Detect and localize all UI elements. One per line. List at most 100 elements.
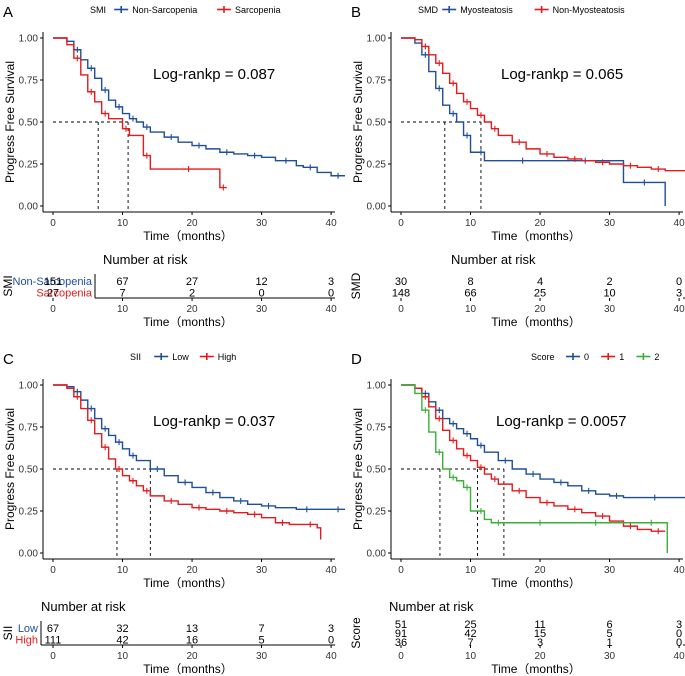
panel-b: B SMD Myosteatosis Non-Myosteatosis 0.00 0.25… (349, 4, 685, 329)
survival-curve-1 (401, 37, 685, 172)
risk-value: 51 (395, 619, 407, 631)
risk-y-label: SII (1, 626, 15, 641)
y-tick-label: 0.75 (19, 423, 39, 434)
legend: SMI Non-Sarcopenia Sarcopenia (90, 5, 281, 15)
risk-row-label: Non-Sarcopenia (13, 276, 93, 288)
risk-value: 4 (537, 276, 543, 288)
x-tick-label: 40 (326, 218, 338, 229)
risk-x-tick-label: 40 (326, 651, 338, 662)
panel-d: D Score 0 1 20.000.250.500.751.000 10 20 30 40Ti… (349, 351, 685, 676)
x-tick-label: 40 (674, 565, 685, 576)
risk-x-tick-label: 20 (186, 651, 198, 662)
legend-entry-1: Sarcopenia (235, 5, 281, 15)
risk-x-tick-label: 10 (117, 651, 129, 662)
risk-value: 91 (395, 628, 407, 640)
legend: SMD Myosteatosis Non-Myosteatosis (418, 5, 625, 15)
panel-label: B (351, 4, 361, 21)
panel-label: D (351, 351, 362, 368)
x-tick-label: 10 (465, 218, 477, 229)
risk-y-label: SMI (1, 275, 15, 296)
x-tick-label: 30 (256, 565, 268, 576)
risk-value: 66 (464, 288, 476, 300)
risk-x-tick-label: 30 (256, 304, 268, 315)
risk-value: 42 (116, 635, 128, 647)
risk-x-axis-label: Time（months） (491, 662, 581, 676)
x-tick-label: 20 (534, 565, 546, 576)
panel-label: C (3, 351, 14, 368)
survival-curve-0 (53, 37, 345, 177)
risk-x-axis-label: Time（months） (143, 315, 233, 329)
risk-x-tick-label: 0 (398, 651, 404, 662)
x-tick-label: 30 (604, 565, 616, 576)
survival-curve-1 (53, 37, 227, 189)
y-tick-label: 0.50 (367, 118, 387, 129)
legend-entry-0: Myosteatosis (460, 5, 513, 15)
survival-curve-0 (53, 384, 345, 511)
risk-value: 3 (676, 619, 682, 631)
legend-entry-0: Non-Sarcopenia (132, 5, 197, 15)
risk-x-tick-label: 30 (604, 304, 616, 315)
x-tick-label: 10 (117, 565, 129, 576)
logrank-pvalue: Log-rankp = 0.0057 (496, 413, 627, 430)
legend-entry-1: High (218, 352, 237, 362)
risk-value: 2 (189, 288, 195, 300)
y-axis-label: Progress Free Survival (351, 408, 365, 530)
risk-x-tick-label: 20 (186, 304, 198, 315)
x-tick-label: 30 (604, 218, 616, 229)
x-tick-label: 40 (674, 218, 685, 229)
risk-value: 7 (119, 288, 125, 300)
risk-value: 25 (534, 288, 546, 300)
risk-x-tick-label: 0 (398, 304, 404, 315)
y-tick-label: 0.25 (367, 507, 387, 518)
y-tick-label: 0.25 (19, 507, 39, 518)
x-tick-label: 0 (50, 218, 56, 229)
risk-value: 3 (328, 623, 334, 635)
x-tick-label: 0 (398, 565, 404, 576)
risk-value: 16 (186, 635, 198, 647)
y-axis-label: Progress Free Survival (3, 61, 17, 183)
risk-value: 2 (607, 276, 613, 288)
logrank-pvalue: Log-rankp = 0.037 (153, 413, 275, 430)
risk-table: Number at riskMyosteatosis308420Non-Myos… (349, 252, 685, 329)
risk-value: 0 (259, 288, 265, 300)
risk-value: 5 (259, 635, 265, 647)
risk-title: Number at risk (41, 599, 126, 614)
risk-value: 7 (259, 623, 265, 635)
risk-value: 12 (255, 276, 267, 288)
y-tick-label: 0.75 (367, 76, 387, 87)
risk-title: Number at risk (103, 252, 188, 267)
y-tick-label: 0.75 (19, 76, 39, 87)
y-tick-label: 1.00 (19, 381, 39, 392)
risk-x-tick-label: 10 (465, 651, 477, 662)
risk-value: 111 (45, 635, 62, 647)
risk-value: 27 (47, 288, 59, 300)
risk-value: 36 (395, 637, 407, 649)
y-tick-label: 0.00 (367, 202, 387, 213)
risk-x-tick-label: 40 (326, 304, 338, 315)
x-tick-label: 0 (50, 565, 56, 576)
legend-title: SMI (90, 5, 106, 15)
y-tick-label: 0.25 (19, 160, 39, 171)
y-tick-label: 0.00 (19, 202, 39, 213)
risk-value: 7 (467, 637, 473, 649)
survival-curve-1 (401, 384, 666, 532)
x-axis-label: Time（months） (491, 576, 581, 590)
risk-value: 1 (607, 637, 613, 649)
risk-row-label: Low (18, 623, 38, 635)
survival-curve-0 (401, 384, 685, 499)
x-tick-label: 20 (534, 218, 546, 229)
legend: Score 0 1 2 (531, 352, 659, 362)
legend-entry-0: Low (172, 352, 189, 362)
risk-x-tick-label: 30 (604, 651, 616, 662)
legend-title: SMD (418, 5, 439, 15)
x-tick-label: 20 (186, 565, 198, 576)
risk-value: 8 (467, 276, 473, 288)
risk-row-label: Sarcopenia (36, 288, 93, 300)
risk-value: 0 (676, 628, 682, 640)
x-tick-label: 30 (256, 218, 268, 229)
legend-entry-2: 2 (654, 352, 659, 362)
